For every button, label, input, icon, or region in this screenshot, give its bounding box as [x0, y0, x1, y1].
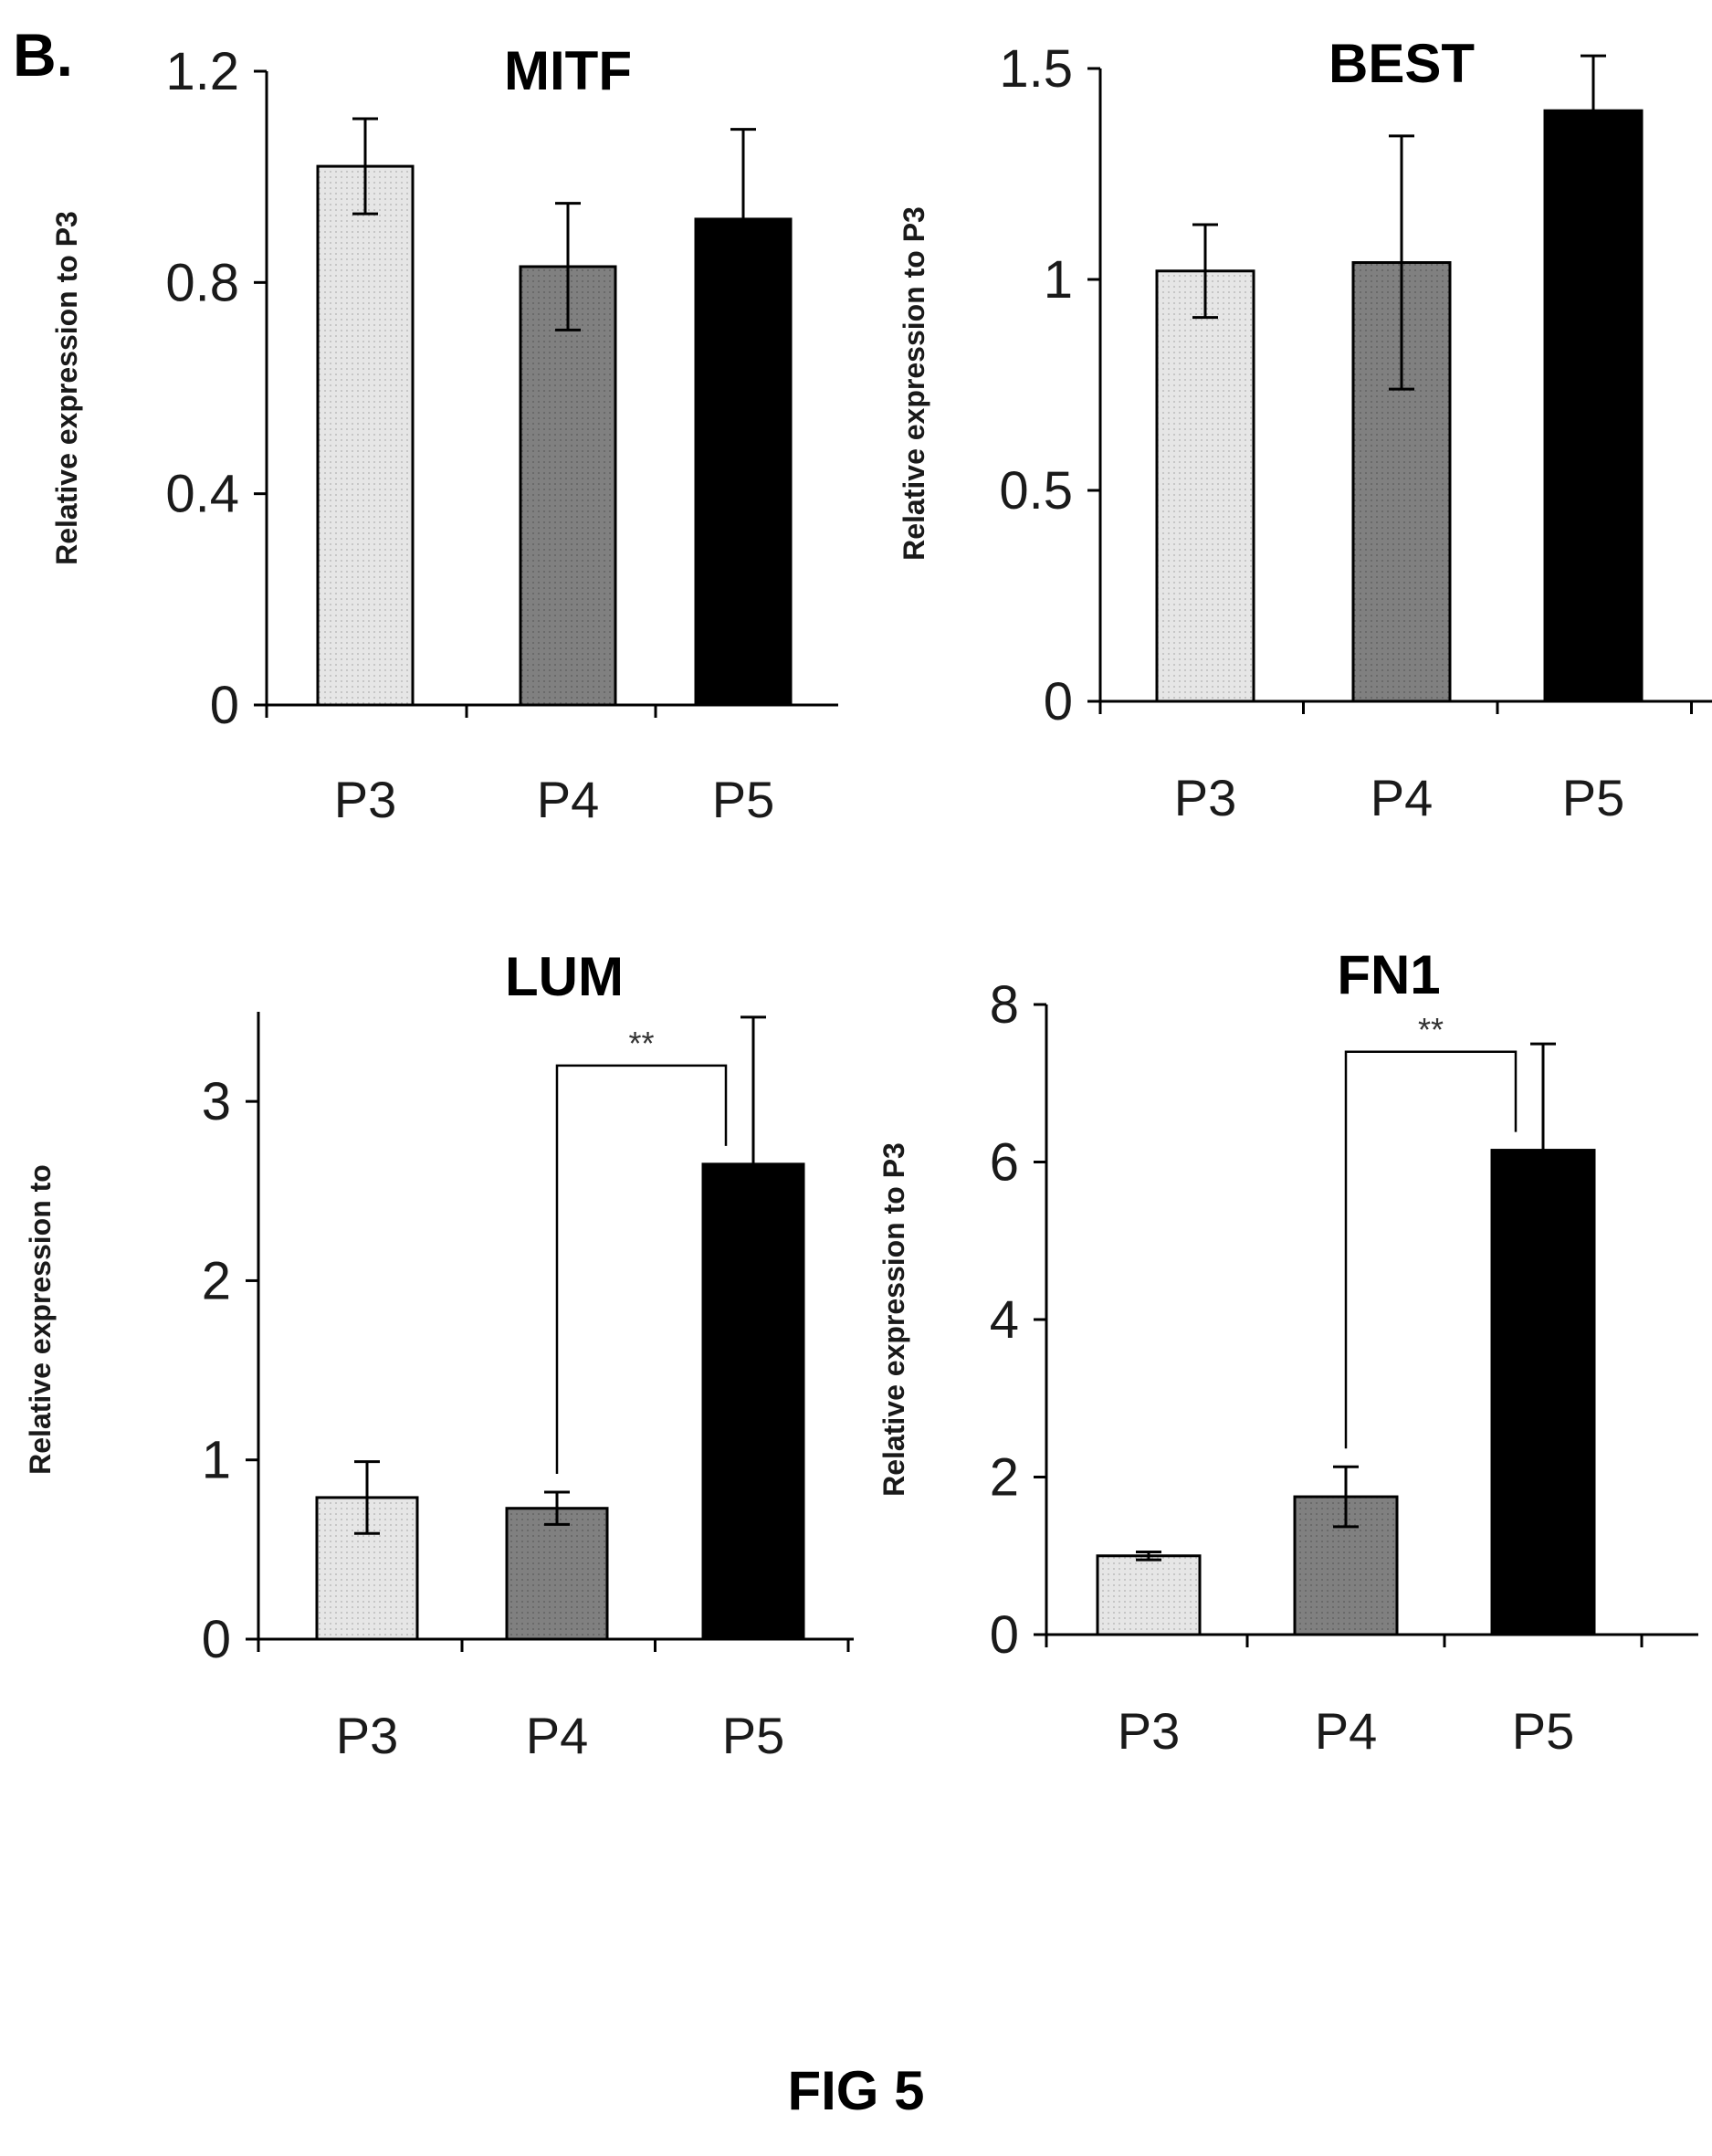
- x-tick-label-p3: P3: [1118, 1702, 1181, 1760]
- significance-line: [555, 1064, 728, 1475]
- error-bar-p5: [730, 128, 756, 310]
- y-tick-label: 6: [990, 1133, 1019, 1193]
- error-bar-p4: [1333, 1465, 1359, 1529]
- x-tick-label-p5: P5: [712, 771, 775, 828]
- x-tick-label-p5: P5: [1562, 769, 1625, 826]
- x-tick-label-p4: P4: [1315, 1702, 1378, 1760]
- significance-label: **: [1418, 1011, 1444, 1048]
- bar-p3: [316, 164, 415, 707]
- significance-bracket: **: [555, 1025, 728, 1475]
- bar-p5: [1543, 109, 1644, 703]
- y-axis-title: Relative expression to: [24, 1164, 57, 1475]
- chart-lum: LUM Relative expression to P3 P4 P5 0 1 2 3 **: [24, 946, 854, 1764]
- error-bar-p4: [1389, 134, 1414, 391]
- y-tick-label: 0.5: [999, 461, 1073, 521]
- x-tick-label-p5: P5: [722, 1707, 785, 1764]
- y-tick-label: 8: [990, 975, 1019, 1035]
- chart-mitf: MITF Relative expression to P3 P3 P4 P5 0 0.4 0…: [50, 40, 838, 828]
- y-tick-label: 1.5: [999, 39, 1073, 99]
- y-tick-label: 0.4: [165, 465, 239, 524]
- y-tick-label: 1.2: [165, 42, 239, 101]
- x-tick-label-p3: P3: [1174, 769, 1237, 826]
- y-tick-label: 2: [202, 1251, 231, 1310]
- y-tick-label: 0.8: [165, 253, 239, 312]
- y-tick-label: 3: [202, 1072, 231, 1131]
- y-tick-label: 0: [210, 676, 239, 735]
- chart-title: FN1: [1337, 944, 1440, 1005]
- y-tick-label: 1: [1044, 250, 1073, 310]
- error-bar-p3: [1136, 1550, 1161, 1562]
- y-axis-title: Relative expression to P3: [898, 206, 930, 561]
- error-bar-p3: [354, 1460, 380, 1535]
- y-tick-label: 2: [990, 1448, 1019, 1508]
- y-axis-title: Relative expression to P3: [50, 211, 83, 565]
- bar-p4: [519, 265, 617, 707]
- panel-label: B.: [13, 21, 73, 89]
- significance-label: **: [628, 1025, 654, 1062]
- error-bar-p3: [352, 117, 378, 216]
- error-bar-p4: [544, 1490, 570, 1526]
- x-tick-label-p4: P4: [526, 1707, 589, 1764]
- error-bar-p5: [1530, 1042, 1556, 1258]
- bar-p4: [505, 1507, 609, 1641]
- y-tick-label: 1: [202, 1431, 231, 1490]
- x-tick-label-p3: P3: [336, 1707, 399, 1764]
- error-bar-p4: [555, 202, 581, 331]
- chart-fn1: FN1 Relative expression to P3 P3 P4 P5 0 2 4 6 8 *…: [877, 944, 1698, 1760]
- y-axis-title: Relative expression to P3: [877, 1142, 910, 1497]
- bar-p3: [1155, 269, 1255, 703]
- y-tick-label: 0: [202, 1610, 231, 1669]
- chart-title: BEST: [1329, 33, 1475, 94]
- figure-caption: FIG 5: [787, 2060, 925, 2121]
- significance-bracket: **: [1344, 1011, 1518, 1449]
- x-tick-label-p3: P3: [334, 771, 397, 828]
- y-tick-label: 0: [1044, 672, 1073, 731]
- error-bar-p5: [1581, 54, 1606, 167]
- error-bar-p3: [1192, 223, 1218, 320]
- x-tick-label-p4: P4: [537, 771, 600, 828]
- significance-line: [1344, 1050, 1518, 1449]
- chart-title: MITF: [504, 40, 632, 101]
- chart-best: BEST Relative expression to P3 P3 P4 P5 0 0.5 1…: [898, 33, 1712, 826]
- x-tick-label-p4: P4: [1371, 769, 1434, 826]
- y-tick-label: 0: [990, 1605, 1019, 1665]
- x-tick-label-p5: P5: [1512, 1702, 1575, 1760]
- y-tick-label: 4: [990, 1290, 1019, 1350]
- bar-p3: [1096, 1554, 1202, 1636]
- error-bar-p5: [740, 1015, 766, 1313]
- chart-title: LUM: [505, 946, 624, 1007]
